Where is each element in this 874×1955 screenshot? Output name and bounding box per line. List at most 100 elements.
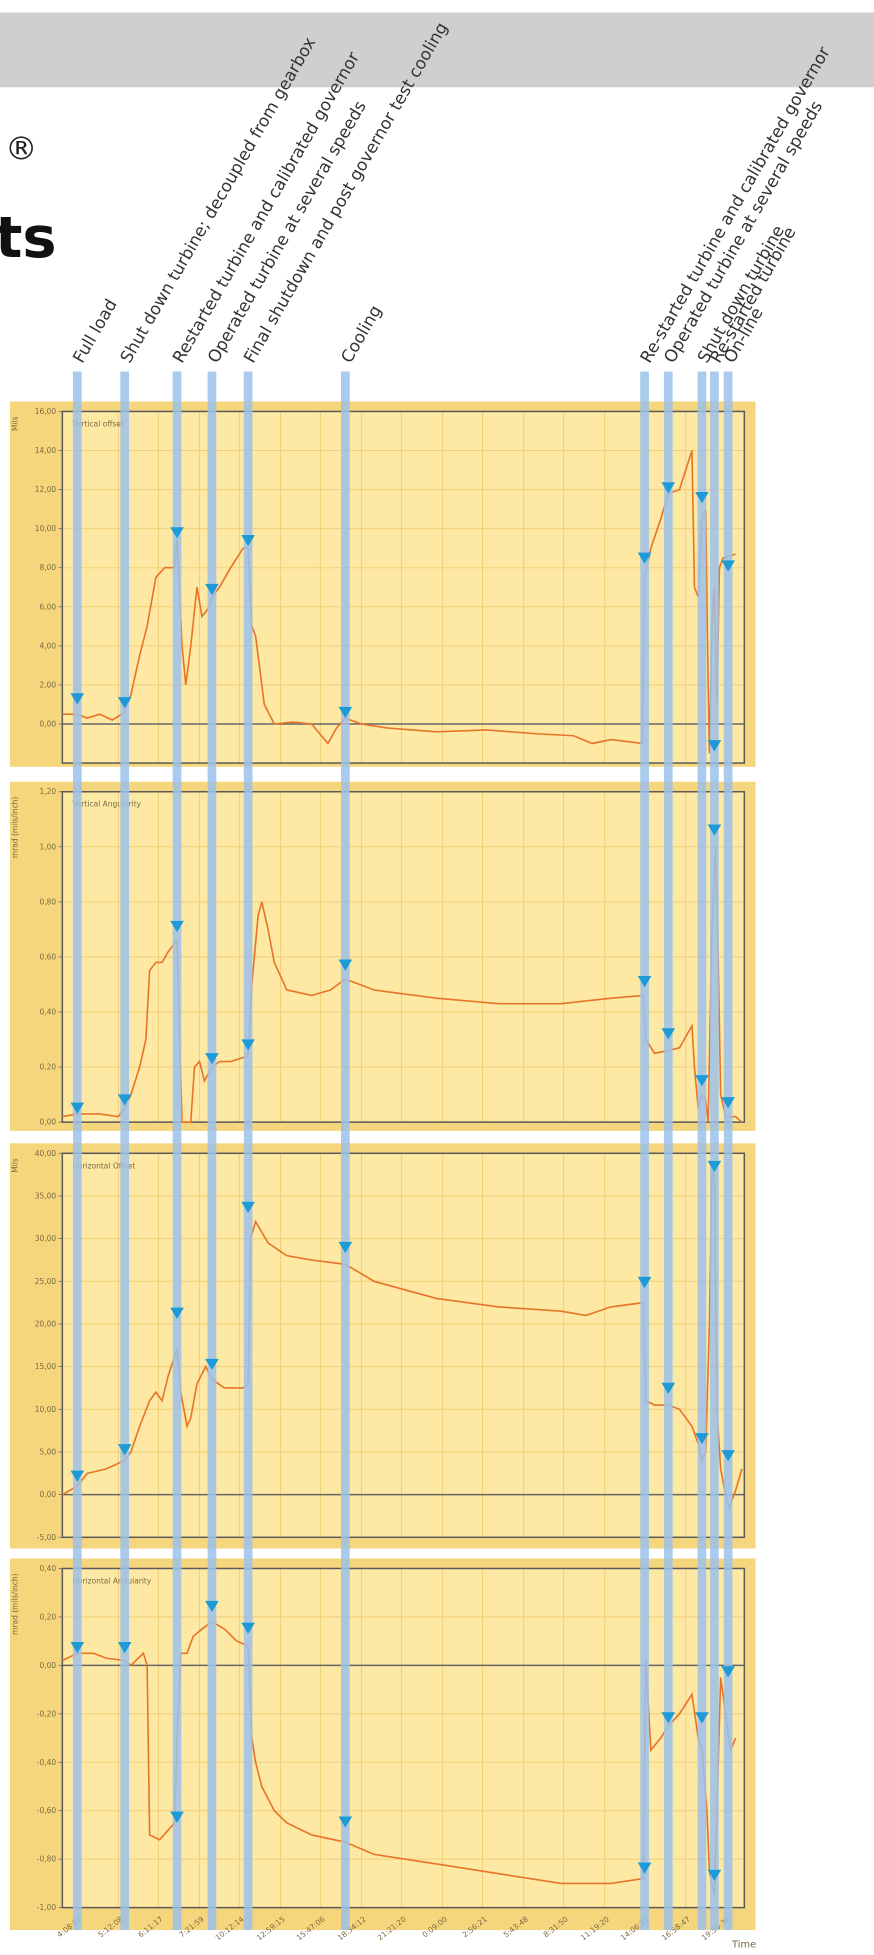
event-marker: [205, 1053, 219, 1065]
event-marker: [661, 1712, 676, 1724]
y-tick-label: 30,00: [35, 1234, 57, 1243]
y-tick-label: 0,00: [39, 1661, 56, 1670]
event-marker: [721, 560, 735, 572]
plot-frame: [61, 1152, 746, 1539]
y-tick-label: -0,60: [37, 1806, 57, 1815]
y-tick-label: 25,00: [35, 1277, 57, 1286]
y-tick-label: 4,00: [39, 641, 56, 650]
event-marker: [117, 697, 132, 709]
event-marker: [637, 552, 652, 564]
event-marker: [205, 1600, 219, 1613]
event-marker: [721, 1450, 735, 1462]
event-marker: [170, 920, 184, 933]
y-tick-label: 0,00: [39, 719, 56, 728]
event-marker: [170, 527, 184, 539]
event-marker: [721, 1666, 735, 1678]
y-tick-label: 8,00: [39, 563, 56, 572]
event-marker: [707, 1869, 722, 1881]
event-marker: [241, 1039, 255, 1051]
y-tick-label: 5,00: [39, 1447, 56, 1456]
top-bar: [0, 12, 874, 88]
y-tick-label: 16,00: [35, 407, 57, 416]
y-tick-label: 0,20: [39, 1063, 56, 1072]
y-tick-label: 0,20: [39, 1612, 56, 1621]
panel-title: Horizontal Angularity: [72, 1576, 152, 1585]
event-marker: [707, 824, 722, 836]
plot-frame: [61, 410, 746, 764]
event-marker: [70, 693, 85, 705]
event-marker: [695, 1433, 709, 1445]
plot-frame: [61, 790, 746, 1123]
y-tick-label: 0,40: [39, 1007, 56, 1016]
y-tick-label: 10,00: [35, 1405, 57, 1414]
panel-title: Horizontal Offset: [72, 1161, 135, 1170]
event-marker: [661, 482, 676, 494]
panel-title: Vertical Angularity: [72, 800, 141, 809]
event-marker: [695, 492, 709, 504]
y-tick-label: -0,80: [37, 1855, 57, 1864]
y-tick-label: 0,00: [39, 1490, 56, 1499]
y-tick-label: 1,20: [39, 787, 56, 796]
event-marker: [70, 1470, 85, 1482]
event-marker: [707, 1160, 722, 1173]
event-marker: [117, 1094, 132, 1106]
y-axis-label: Mils: [10, 1158, 19, 1173]
event-marker: [338, 1241, 353, 1254]
y-tick-label: 15,00: [35, 1362, 57, 1371]
chart-panel: -5,00 0,00 5,00 10,00 15,00 20,00 25,00 30,00 35…: [9, 1143, 756, 1549]
y-tick-label: 6,00: [39, 602, 56, 611]
event-marker: [241, 535, 255, 547]
event-marker: [338, 706, 353, 719]
event-marker: [117, 1642, 132, 1654]
event-marker: [241, 1622, 255, 1634]
event-label: Cooling: [336, 301, 385, 366]
y-tick-label: 20,00: [35, 1319, 57, 1328]
event-marker: [70, 1642, 85, 1654]
event-marker: [661, 1382, 676, 1394]
y-tick-label: -5,00: [37, 1533, 57, 1542]
data-line: [61, 1170, 743, 1510]
y-tick-label: 35,00: [35, 1191, 57, 1200]
event-marker: [721, 1097, 735, 1109]
event-marker: [707, 740, 722, 752]
event-marker: [170, 1811, 184, 1823]
event-markers: [70, 482, 735, 1881]
event-marker: [117, 1444, 132, 1456]
event-marker: [637, 1276, 652, 1289]
y-tick-label: 2,00: [39, 680, 56, 689]
y-tick-label: 14,00: [35, 446, 57, 455]
y-tick-label: 40,00: [35, 1149, 57, 1158]
y-tick-label: 10,00: [35, 524, 57, 533]
title-fragment: ts: [0, 204, 57, 271]
registered-symbol: ®: [5, 130, 37, 168]
y-tick-label: 0,80: [39, 897, 56, 906]
event-marker: [637, 975, 652, 988]
event-marker: [70, 1102, 85, 1114]
panel-title: Vertical offset: [72, 419, 124, 428]
event-marker: [637, 1862, 652, 1874]
event-label: Operated turbine at several speeds: [203, 97, 370, 366]
y-tick-label: 0,00: [39, 1118, 56, 1127]
y-tick-label: -0,40: [37, 1758, 57, 1767]
event-marker: [695, 1712, 709, 1724]
event-marker: [241, 1201, 255, 1214]
y-tick-label: 12,00: [35, 485, 57, 494]
y-tick-label: -1,00: [37, 1903, 57, 1912]
event-marker: [661, 1028, 676, 1040]
event-marker: [338, 1816, 353, 1828]
y-tick-label: 0,60: [39, 952, 56, 961]
plot-frame: [61, 1567, 746, 1909]
event-marker: [205, 583, 219, 596]
y-tick-label: 0,40: [39, 1564, 56, 1573]
y-tick-label: -0,20: [37, 1709, 57, 1718]
event-marker: [170, 1307, 184, 1319]
y-tick-label: 1,00: [39, 842, 56, 851]
event-marker: [338, 959, 353, 971]
event-marker: [205, 1358, 219, 1371]
y-axis-label: Mils: [10, 416, 19, 431]
x-axis-label: Time: [731, 1940, 756, 1951]
event-label: Full load: [68, 295, 120, 366]
y-axis-label: mrad (mils/inch): [10, 797, 19, 858]
